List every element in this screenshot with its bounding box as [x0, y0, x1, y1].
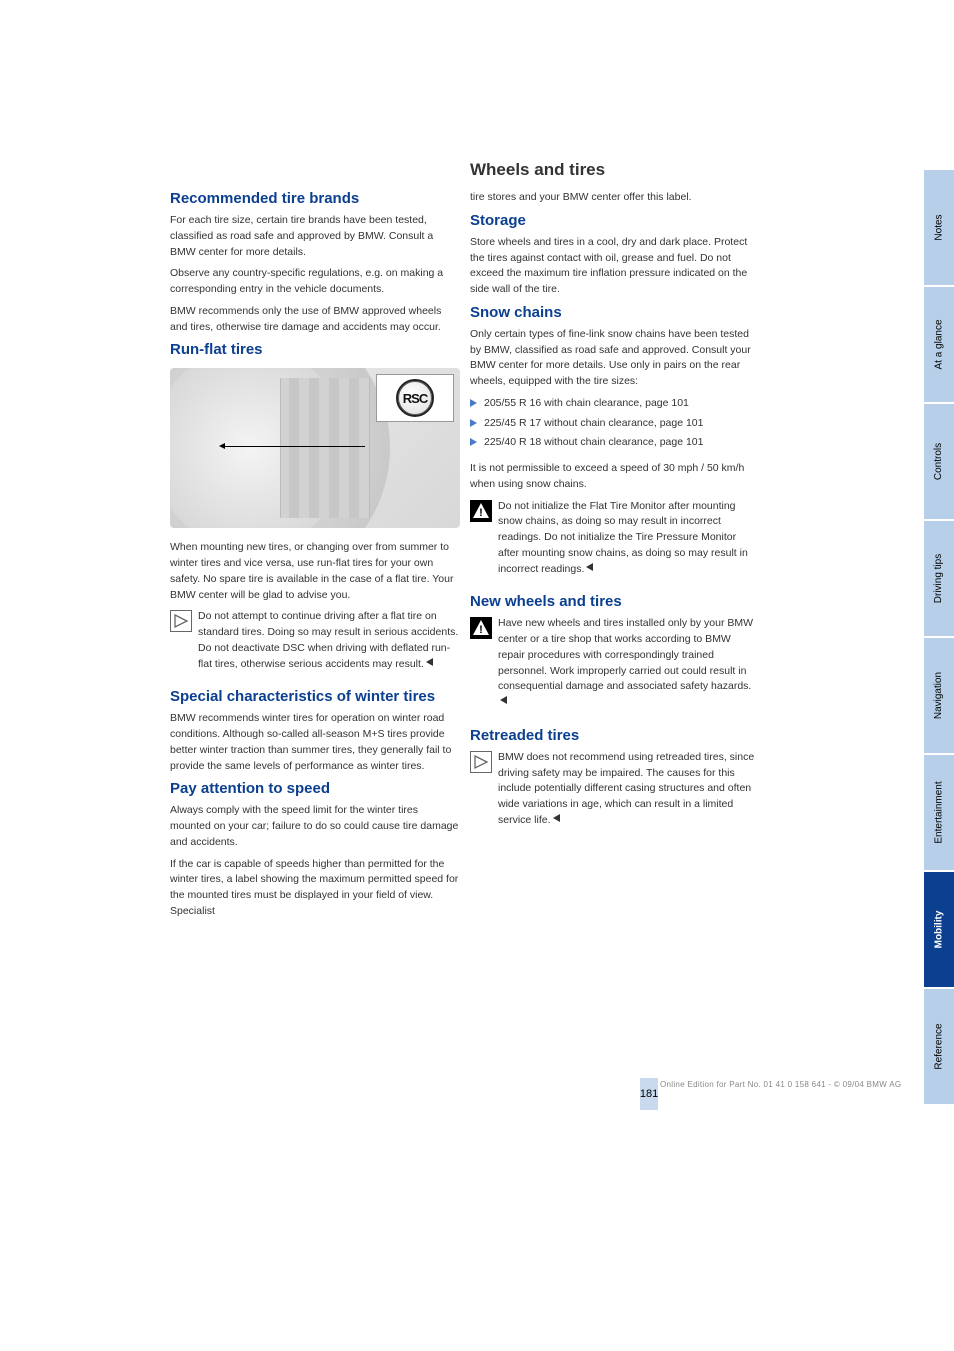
- para: Only certain types of fine-link snow cha…: [470, 327, 760, 390]
- sidebar-tab-controls[interactable]: Controls: [924, 404, 954, 519]
- tab-label: Entertainment: [934, 781, 945, 843]
- section-retreaded: Retreaded tires: [470, 727, 760, 744]
- end-marker-icon: [553, 814, 560, 822]
- sidebar-tab-notes[interactable]: Notes: [924, 170, 954, 285]
- section-runflat: Run-flat tires: [170, 341, 460, 358]
- para: For each tire size, certain tire brands …: [170, 213, 460, 260]
- para: When mounting new tires, or changing ove…: [170, 540, 460, 603]
- para: BMW recommends winter tires for operatio…: [170, 711, 460, 774]
- sidebar-tab-at-a-glance[interactable]: At a glance: [924, 287, 954, 402]
- tab-label: Controls: [934, 443, 945, 480]
- manual-reference: Online Edition for Part No. 01 41 0 158 …: [660, 1080, 901, 1089]
- end-marker-icon: [426, 658, 433, 666]
- section-snow-chains: Snow chains: [470, 304, 760, 321]
- para: Observe any country-specific regulations…: [170, 266, 460, 298]
- para: BMW recommends only the use of BMW appro…: [170, 304, 460, 336]
- section-recommended-brands: Recommended tire brands: [170, 190, 460, 207]
- sidebar-tab-driving-tips[interactable]: Driving tips: [924, 521, 954, 636]
- rsc-callout-box: RSC: [376, 374, 454, 422]
- tab-label: Driving tips: [934, 554, 945, 603]
- end-marker-icon: [500, 696, 507, 704]
- tab-label: Navigation: [934, 672, 945, 719]
- para: Do not initialize the Flat Tire Monitor …: [498, 499, 760, 578]
- right-column: tire stores and your BMW center offer th…: [470, 190, 760, 845]
- sidebar-tab-navigation[interactable]: Navigation: [924, 638, 954, 753]
- warning-icon: !: [470, 617, 492, 639]
- para: Always comply with the speed limit for t…: [170, 803, 460, 850]
- sidebar-tab-mobility[interactable]: Mobility: [924, 872, 954, 987]
- runflat-tire-figure: RSC Mir310077ak: [170, 368, 460, 528]
- svg-text:!: !: [479, 507, 483, 519]
- left-column: Recommended tire brands For each tire si…: [170, 190, 460, 926]
- list-item: 205/55 R 16 with chain clearance, page 1…: [470, 396, 760, 412]
- callout-pointer: [225, 446, 365, 447]
- page-number: 181: [640, 1078, 658, 1110]
- sidebar-tab-entertainment[interactable]: Entertainment: [924, 755, 954, 870]
- sidebar-tab-reference[interactable]: Reference: [924, 989, 954, 1104]
- para: BMW does not recommend using retreaded t…: [498, 750, 760, 829]
- list-item: 225/40 R 18 without chain clearance, pag…: [470, 435, 760, 451]
- list-item: 225/45 R 17 without chain clearance, pag…: [470, 416, 760, 432]
- section-new-wheels: New wheels and tires: [470, 593, 760, 610]
- note-block: Do not attempt to continue driving after…: [170, 609, 460, 678]
- para: If the car is capable of speeds higher t…: [170, 857, 460, 920]
- tab-label: At a glance: [934, 319, 945, 369]
- para: Have new wheels and tires installed only…: [498, 616, 760, 711]
- section-storage: Storage: [470, 212, 760, 229]
- page-root: Wheels and tires Notes At a glance Contr…: [0, 0, 954, 1351]
- running-head: Wheels and tires: [470, 160, 605, 180]
- svg-text:!: !: [479, 624, 483, 636]
- info-triangle-icon: [470, 751, 492, 773]
- rsc-badge-icon: RSC: [396, 379, 434, 417]
- tab-label: Reference: [934, 1023, 945, 1069]
- warning-block-chains: ! Do not initialize the Flat Tire Monito…: [470, 499, 760, 584]
- para: Do not attempt to continue driving after…: [198, 609, 460, 672]
- warning-icon: !: [470, 500, 492, 522]
- chain-size-list: 205/55 R 16 with chain clearance, page 1…: [470, 396, 760, 451]
- tread-graphic: [280, 378, 370, 518]
- warning-block-new: ! Have new wheels and tires installed on…: [470, 616, 760, 717]
- tab-label: Mobility: [934, 911, 945, 949]
- tab-label: Notes: [934, 214, 945, 240]
- para: tire stores and your BMW center offer th…: [470, 190, 760, 206]
- info-triangle-icon: [170, 610, 192, 632]
- section-speed: Pay attention to speed: [170, 780, 460, 797]
- end-marker-icon: [586, 563, 593, 571]
- para: Store wheels and tires in a cool, dry an…: [470, 235, 760, 298]
- para: It is not permissible to exceed a speed …: [470, 461, 760, 493]
- note-block-retread: BMW does not recommend using retreaded t…: [470, 750, 760, 835]
- sidebar-tabs: Notes At a glance Controls Driving tips …: [924, 170, 954, 1106]
- section-winter-tires: Special characteristics of winter tires: [170, 688, 460, 705]
